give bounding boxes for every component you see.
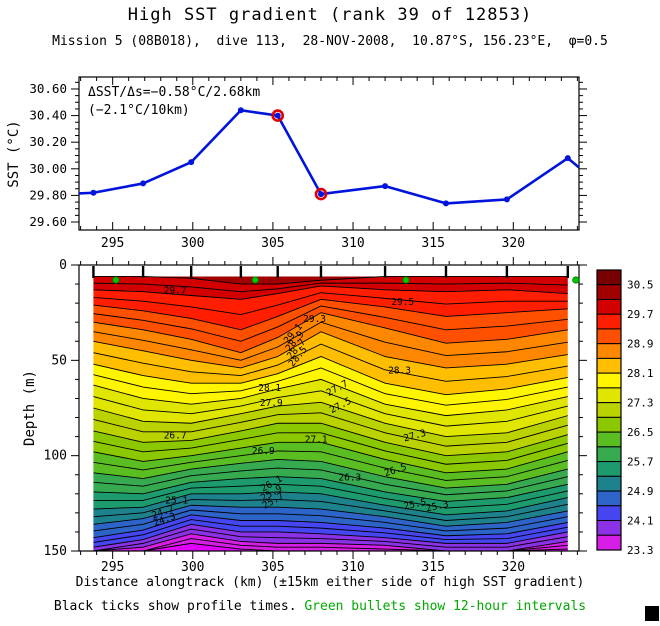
svg-text:25.3: 25.3 xyxy=(425,499,450,515)
svg-text:29.7: 29.7 xyxy=(627,308,654,321)
svg-text:305: 305 xyxy=(261,560,284,575)
figure-title: High SST gradient (rank 39 of 12853) xyxy=(127,5,533,25)
svg-text:315: 315 xyxy=(421,236,444,251)
svg-text:28.9: 28.9 xyxy=(627,338,654,351)
svg-text:25.7: 25.7 xyxy=(627,456,654,469)
svg-text:30.5: 30.5 xyxy=(627,279,654,292)
svg-text:29.7: 29.7 xyxy=(164,286,187,297)
figure-subtitle: Mission 5 (08B018), dive 113, 28-NOV-200… xyxy=(52,34,608,49)
gradient-annotation-line2: (−2.1°C/10km) xyxy=(88,103,190,118)
svg-text:27.9: 27.9 xyxy=(260,398,283,409)
svg-text:50: 50 xyxy=(51,353,67,368)
caption-green-bullets: Green bullets show 12-hour intervals xyxy=(304,599,587,614)
svg-text:25.5: 25.5 xyxy=(403,497,428,513)
svg-text:300: 300 xyxy=(181,236,204,251)
svg-text:295: 295 xyxy=(101,560,124,575)
svg-text:28.1: 28.1 xyxy=(258,383,281,394)
svg-text:26.5: 26.5 xyxy=(627,426,654,439)
svg-text:29.3: 29.3 xyxy=(303,314,326,325)
svg-text:25.1: 25.1 xyxy=(165,495,188,506)
svg-text:29.60: 29.60 xyxy=(29,214,67,229)
svg-text:305: 305 xyxy=(261,236,284,251)
svg-text:24.9: 24.9 xyxy=(627,485,654,498)
svg-text:26.3: 26.3 xyxy=(338,472,361,483)
sst-axis-label: SST (°C) xyxy=(6,120,22,188)
svg-text:29.5: 29.5 xyxy=(391,297,414,308)
svg-text:30.00: 30.00 xyxy=(29,161,67,176)
svg-text:30.40: 30.40 xyxy=(29,108,67,123)
svg-text:26.9: 26.9 xyxy=(252,446,275,457)
svg-text:27.1: 27.1 xyxy=(305,434,328,445)
gradient-annotation-line1: ΔSST/Δs=−0.58°C/2.68km xyxy=(88,85,261,100)
svg-text:295: 295 xyxy=(101,236,124,251)
caption-black-ticks: Black ticks show profile times. xyxy=(53,599,305,614)
figure-caption: Black ticks show profile times. Green bu… xyxy=(0,599,640,614)
svg-text:28.1: 28.1 xyxy=(627,367,654,380)
svg-text:29.80: 29.80 xyxy=(29,187,67,202)
svg-text:320: 320 xyxy=(502,560,525,575)
svg-text:315: 315 xyxy=(421,560,444,575)
svg-text:24.1: 24.1 xyxy=(627,515,654,528)
svg-text:310: 310 xyxy=(341,236,364,251)
svg-text:100: 100 xyxy=(44,449,67,464)
svg-text:0: 0 xyxy=(59,258,67,273)
svg-text:300: 300 xyxy=(181,560,204,575)
svg-text:30.20: 30.20 xyxy=(29,134,67,149)
svg-text:26.7: 26.7 xyxy=(164,431,187,442)
depth-axis-label: Depth (m) xyxy=(22,370,38,446)
black-square-marker xyxy=(645,606,659,621)
svg-text:320: 320 xyxy=(502,236,525,251)
distance-axis-label: Distance alongtrack (km) (±15km either s… xyxy=(75,575,585,590)
svg-text:30.60: 30.60 xyxy=(29,81,67,96)
svg-text:150: 150 xyxy=(44,544,67,559)
svg-text:28.3: 28.3 xyxy=(388,366,411,377)
svg-text:23.3: 23.3 xyxy=(627,544,654,557)
svg-text:27.3: 27.3 xyxy=(627,397,654,410)
svg-text:310: 310 xyxy=(341,560,364,575)
